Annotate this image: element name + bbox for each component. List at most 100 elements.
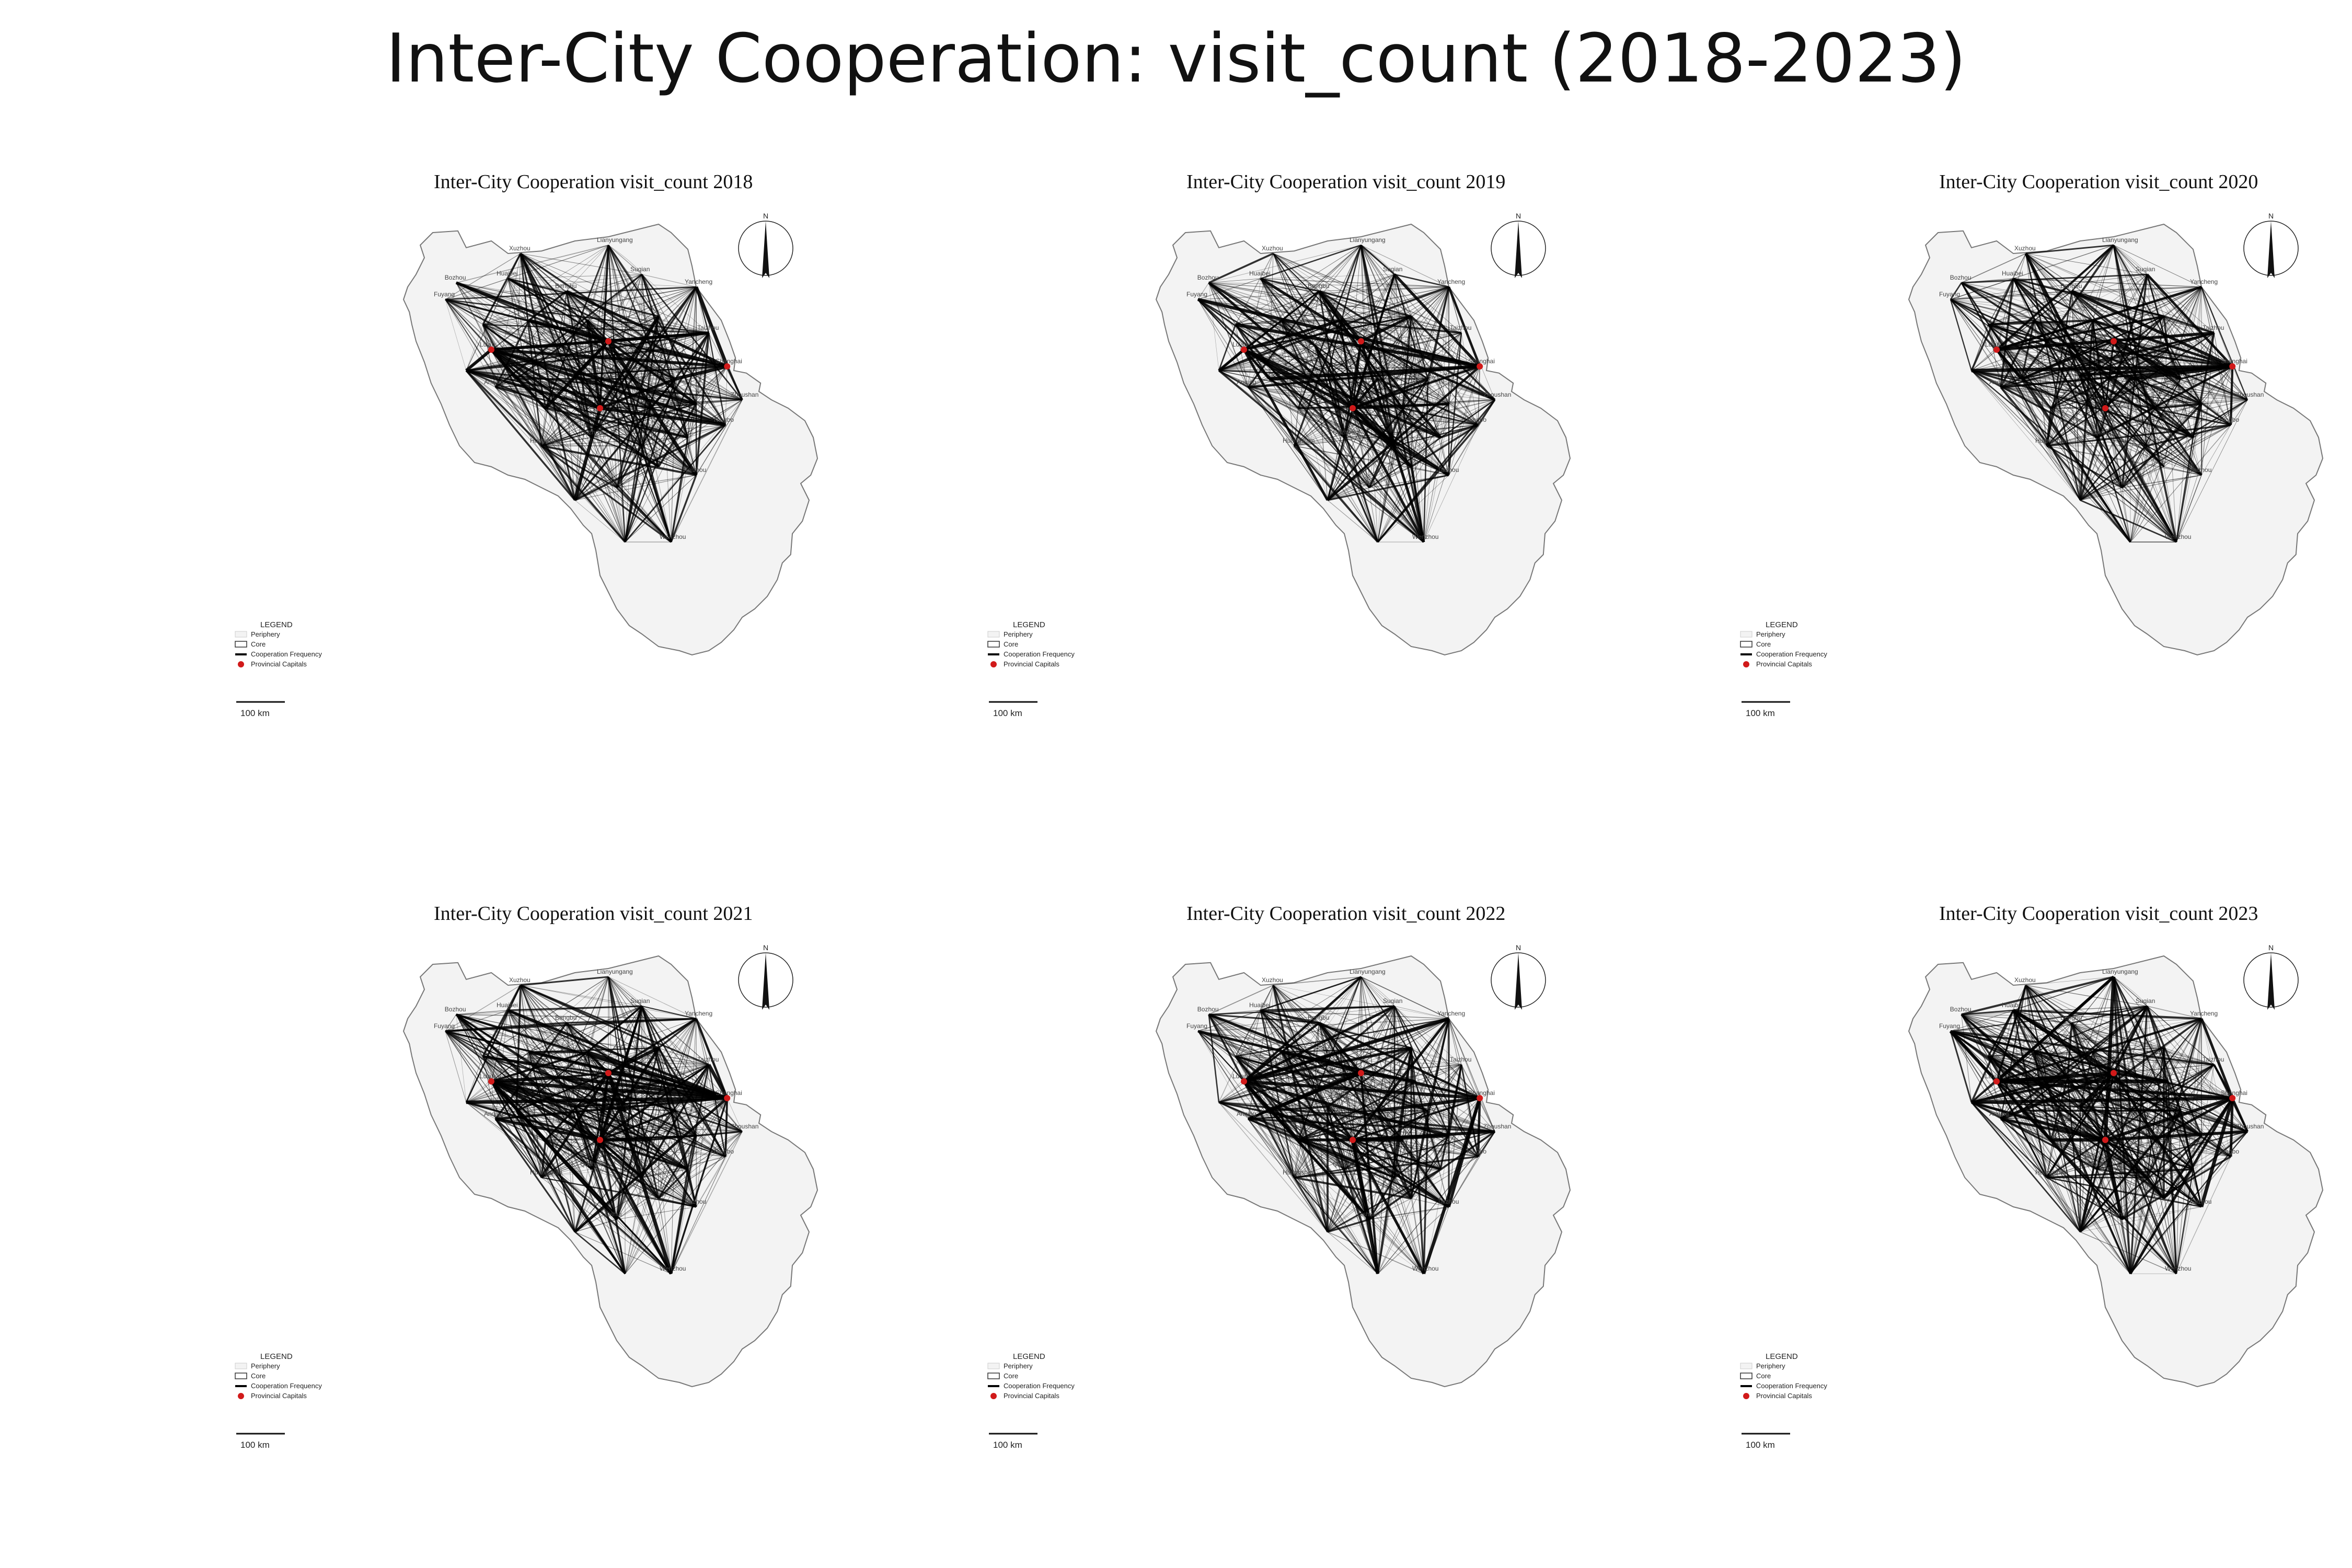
- cooperation-edge: [574, 374, 697, 476]
- cooperation-edge: [574, 365, 728, 376]
- cooperation-edge: [2092, 319, 2233, 368]
- cooperation-edge: [1971, 324, 1989, 371]
- cooperation-edge: [1988, 1052, 2035, 1057]
- cooperation-edge: [2113, 976, 2131, 1274]
- cooperation-edge: [2013, 278, 2202, 287]
- scale-bar: 100 km: [236, 1433, 285, 1450]
- cooperation-edge: [2147, 445, 2177, 543]
- cooperation-edge: [2180, 378, 2231, 425]
- cooperation-edge: [541, 1135, 697, 1178]
- city-nodes: Lianyungang Xuzhou Suqian Bozhou Huaibei Fuya…: [434, 968, 758, 1272]
- cooperation-edge: [466, 1081, 663, 1103]
- cooperation-edge: [2113, 245, 2202, 287]
- cooperation-edge: [591, 1169, 697, 1207]
- cooperation-edge: [1950, 291, 2072, 300]
- cooperation-edge: [1218, 370, 1249, 388]
- cooperation-edge: [1394, 1169, 1441, 1178]
- cooperation-edge: [2201, 403, 2231, 425]
- city-label: Lu'an: [480, 341, 495, 348]
- legend-capital-swatch: [1743, 1393, 1749, 1399]
- cooperation-edge: [1477, 1131, 1496, 1157]
- cooperation-edge: [1327, 341, 1362, 501]
- cooperation-edge: [545, 1139, 592, 1170]
- cooperation-edge: [2080, 374, 2248, 400]
- cooperation-edge: [545, 245, 609, 409]
- cooperation-edge: [725, 1131, 743, 1157]
- cooperation-edge: [2122, 1156, 2231, 1220]
- cooperation-edge: [2080, 1106, 2164, 1199]
- city-label: Bengbu: [2060, 1014, 2082, 1021]
- cooperation-edge: [495, 1119, 697, 1136]
- cooperation-edge: [1344, 437, 1412, 467]
- cooperation-edge: [2163, 1047, 2248, 1132]
- cooperation-edge: [2155, 1139, 2177, 1274]
- city-label: Lu'an: [1985, 341, 2000, 348]
- city-boundary: [2155, 1139, 2202, 1207]
- cooperation-edge: [2201, 286, 2231, 425]
- cooperation-edge: [2013, 278, 2093, 321]
- cooperation-edge: [2046, 445, 2123, 489]
- city-label: Shanghai: [716, 1089, 742, 1097]
- cooperation-edge: [608, 976, 697, 1019]
- cooperation-edge: [1988, 286, 2202, 325]
- cooperation-edge: [466, 341, 609, 371]
- cooperation-edge: [599, 408, 626, 543]
- cooperation-edge: [1294, 408, 1299, 446]
- cooperation-edge: [1248, 1119, 1353, 1140]
- cooperation-edge: [2080, 1177, 2148, 1232]
- cooperation-edge: [2046, 403, 2202, 446]
- north-arrow-needle: [2267, 221, 2275, 278]
- cooperation-edge: [1961, 1014, 2202, 1019]
- city-label: Anqing: [1989, 1110, 2009, 1117]
- cooperation-edge: [1294, 1139, 1403, 1178]
- city-boundary: [541, 1098, 728, 1178]
- cooperation-edge: [541, 445, 575, 501]
- cooperation-edge: [1281, 320, 1424, 543]
- cooperation-edge: [1281, 1047, 1412, 1053]
- cooperation-edge: [545, 1139, 672, 1274]
- cooperation-edge: [1269, 378, 1299, 409]
- cooperation-edge: [2199, 1098, 2234, 1207]
- cooperation-edge: [1427, 1110, 1495, 1132]
- cooperation-edge: [574, 1135, 697, 1232]
- cooperation-edge: [545, 407, 688, 439]
- cooperation-edge: [1950, 1031, 2001, 1120]
- city-label: Taizhou: [1450, 1056, 1471, 1063]
- north-label: N: [2268, 943, 2274, 952]
- cooperation-edge: [516, 378, 575, 501]
- cooperation-edge: [2147, 1169, 2194, 1178]
- cooperation-edge: [2080, 1106, 2156, 1140]
- cooperation-edge: [1950, 278, 2014, 300]
- provincial-capital-marker: [2102, 405, 2108, 411]
- cooperation-edge: [2080, 1106, 2231, 1157]
- cooperation-edge: [1235, 324, 1270, 379]
- cooperation-edge: [1315, 1047, 1412, 1078]
- cooperation-edge: [2071, 1022, 2181, 1111]
- cooperation-edge: [1248, 387, 1295, 446]
- cooperation-edge: [574, 1047, 659, 1107]
- city-label: Lianyungang: [597, 236, 633, 244]
- cooperation-edge: [508, 278, 659, 317]
- cooperation-edge: [1996, 349, 2123, 488]
- cooperation-edge: [1971, 1022, 2072, 1103]
- city-boundary: [2105, 1018, 2202, 1140]
- cooperation-edge: [1415, 1081, 1480, 1099]
- cooperation-edge: [520, 984, 659, 1049]
- cooperation-edge: [2147, 1131, 2248, 1178]
- cooperation-edge: [2113, 341, 2164, 467]
- cooperation-edge: [491, 1052, 529, 1082]
- cooperation-edge: [2113, 1073, 2231, 1157]
- cooperation-edge: [662, 348, 728, 368]
- cooperation-edge: [574, 408, 651, 501]
- cooperation-edge: [1402, 407, 1479, 426]
- cooperation-edge: [1950, 299, 2177, 543]
- cooperation-edge: [1315, 1071, 1362, 1079]
- cooperation-edge: [1996, 1010, 2014, 1082]
- cooperation-edge: [456, 1014, 697, 1019]
- cooperation-edge: [608, 1072, 663, 1082]
- cooperation-edge: [2021, 378, 2177, 543]
- cooperation-edge: [1439, 1064, 1462, 1170]
- cooperation-edges: [1950, 244, 2249, 543]
- city-label: Yancheng: [1437, 278, 1465, 285]
